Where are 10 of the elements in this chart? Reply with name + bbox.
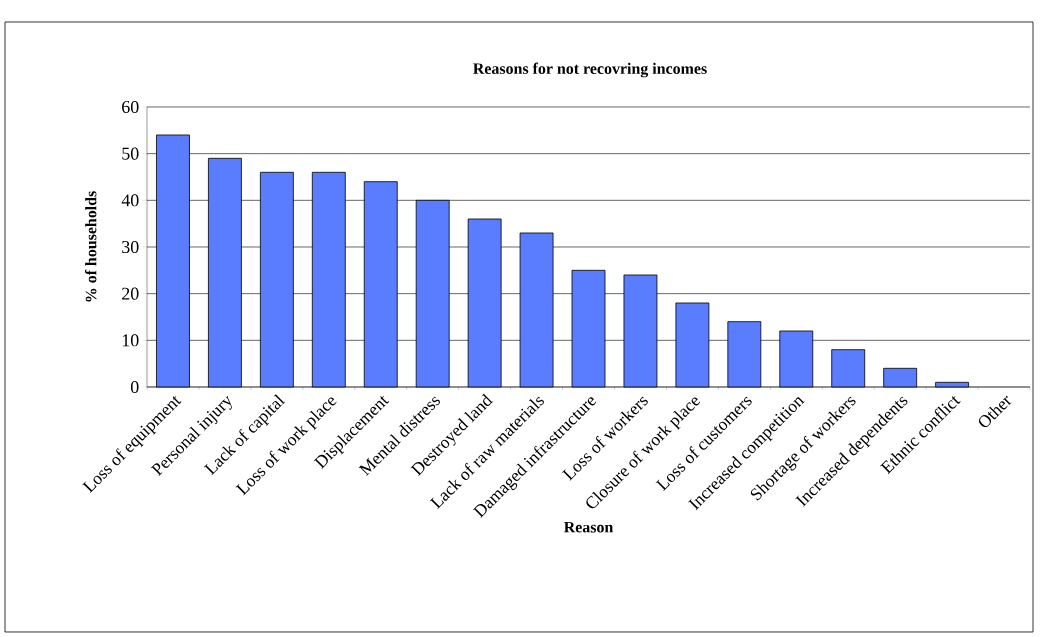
y-tick-label: 40 xyxy=(121,194,139,207)
y-tick-label: 10 xyxy=(122,334,139,347)
x-axis-title: Reason xyxy=(563,521,614,533)
y-tick-label: 60 xyxy=(122,100,139,114)
y-tick-label: 20 xyxy=(122,287,139,300)
y-tick-label: 30 xyxy=(122,240,139,254)
y-tick-label: 50 xyxy=(122,147,139,160)
y-tick-label: 0 xyxy=(130,380,139,394)
y-axis-title: % of households xyxy=(85,191,97,302)
chart-title: Reasons for not recovring incomes xyxy=(473,62,707,78)
